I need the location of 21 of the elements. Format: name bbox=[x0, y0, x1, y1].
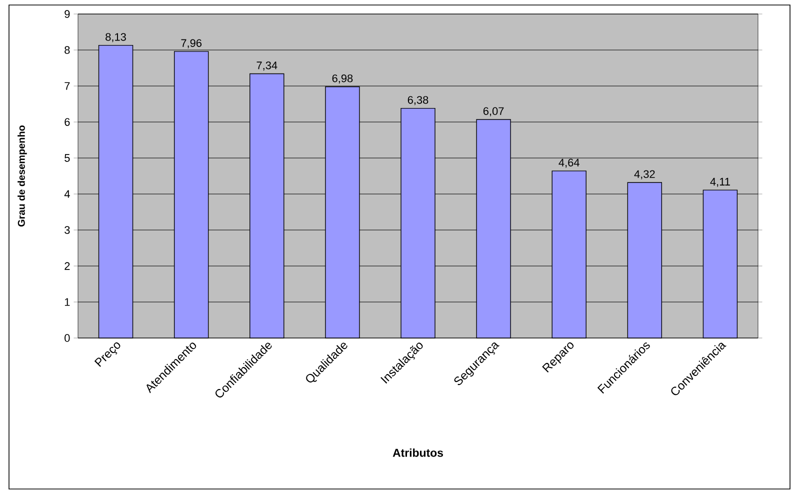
data-label: 6,98 bbox=[332, 74, 353, 84]
data-label: 4,11 bbox=[710, 178, 730, 187]
y-tick-label: 9 bbox=[64, 10, 70, 18]
data-label: 7,96 bbox=[181, 39, 202, 48]
y-tick-label: 3 bbox=[64, 226, 70, 234]
x-axis-title: Atributos bbox=[392, 448, 443, 457]
data-label: 6,38 bbox=[408, 96, 428, 106]
data-label: 4,64 bbox=[558, 158, 580, 168]
y-tick-label: 5 bbox=[64, 154, 70, 162]
y-tick-label: 0 bbox=[64, 334, 70, 342]
data-label: 4,32 bbox=[634, 170, 655, 180]
data-label: 7,34 bbox=[256, 62, 278, 71]
y-tick-label: 8 bbox=[64, 46, 70, 54]
data-label: 6,07 bbox=[483, 107, 504, 116]
y-tick-label: 6 bbox=[64, 118, 70, 126]
y-tick-label: 2 bbox=[64, 262, 70, 270]
y-tick-label: 4 bbox=[64, 190, 70, 198]
y-tick-label: 7 bbox=[64, 82, 70, 90]
y-axis-title: Grau de desempenho bbox=[18, 125, 27, 227]
y-tick-label: 1 bbox=[64, 298, 70, 306]
data-label: 8,13 bbox=[106, 33, 126, 42]
